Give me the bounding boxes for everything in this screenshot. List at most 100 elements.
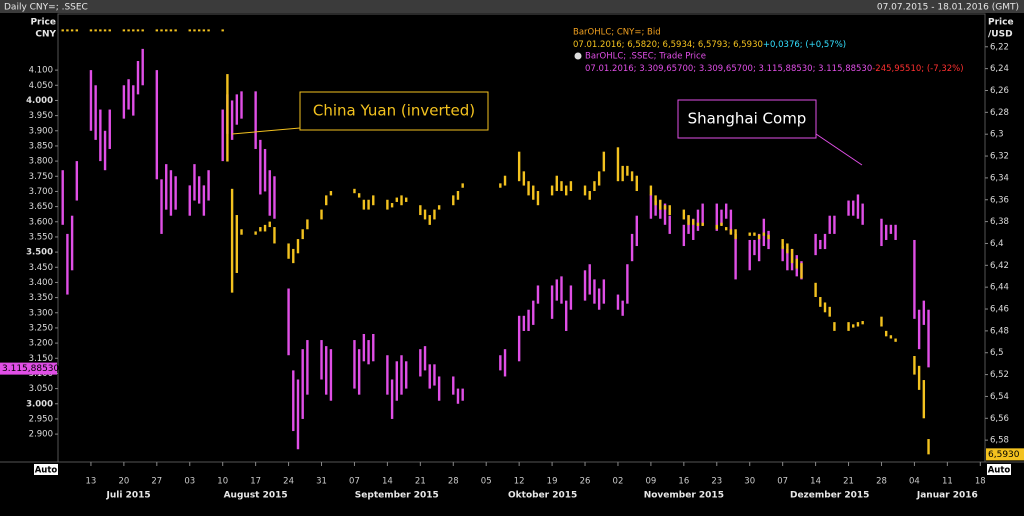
price-bar [602, 279, 606, 304]
y2-tick-label: 6,44 [990, 283, 1009, 293]
price-bar [61, 170, 64, 225]
auto-button[interactable] [987, 464, 1011, 475]
price-bar [419, 205, 422, 216]
y-tick-label: 3.750 [29, 172, 53, 182]
price-bar [99, 29, 102, 32]
y2-tick-label: 6,28 [990, 108, 1009, 118]
price-bar [649, 194, 653, 219]
month-label: Januar 2016 [916, 491, 978, 501]
price-bar [565, 300, 568, 331]
price-bar [847, 200, 850, 216]
price-bar [753, 232, 756, 236]
price-bar [367, 340, 370, 365]
price-bar [263, 148, 267, 192]
price-bar [461, 183, 464, 188]
price-bar [753, 239, 756, 256]
y-tick-label: 4.050 [29, 81, 53, 91]
price-bar [565, 185, 568, 196]
y2-tick-label: 6,54 [990, 392, 1009, 402]
auto-button[interactable] [34, 464, 58, 475]
x-tick-label: 24 [283, 477, 294, 487]
price-bar [362, 334, 366, 362]
y-tick-label: 3.950 [29, 111, 53, 121]
month-label: August 2015 [224, 491, 288, 501]
price-bar [89, 29, 93, 32]
price-bar [362, 199, 366, 210]
price-bar [240, 91, 243, 119]
y2-tick-label: 6,42 [990, 261, 1009, 271]
y2-tick-label: 6,26 [990, 86, 1009, 96]
annotation: Shanghai Comp [688, 110, 807, 128]
price-bar [127, 29, 130, 32]
price-bar [273, 176, 276, 219]
price-bar [197, 176, 201, 204]
x-tick-label: 13 [86, 477, 97, 487]
last-value-label: 3.115,88530 [2, 364, 60, 374]
price-bar [230, 188, 234, 293]
price-bar [654, 200, 657, 216]
y2-tick-label: 6,32 [990, 152, 1009, 162]
price-bar [122, 29, 126, 32]
price-bar [405, 197, 408, 202]
price-bar [569, 181, 573, 192]
price-bar [823, 233, 827, 250]
annotation-box [299, 91, 489, 131]
price-bar [555, 279, 558, 301]
price-bar [701, 203, 704, 225]
auto-label[interactable]: Auto [35, 466, 58, 476]
price-bar [522, 315, 526, 331]
price-bar [292, 248, 295, 264]
y-tick-label: 3.000 [26, 399, 53, 409]
y-tick-label: 3.600 [29, 217, 53, 227]
price-bar [263, 224, 267, 232]
price-bar [532, 300, 535, 325]
month-label: Oktober 2015 [508, 491, 577, 501]
annotation-leader [231, 127, 301, 135]
price-bar [880, 316, 883, 327]
legend-detail: 07.01.2016; 3.309,65700; 3.309,65700; 3.… [585, 64, 964, 74]
price-bar [913, 356, 916, 375]
last-value-box [986, 448, 1024, 461]
x-tick-label: 27 [151, 477, 162, 487]
price-bar [202, 29, 206, 32]
price-bar [692, 218, 695, 240]
annotation-box [677, 99, 817, 139]
price-bar [781, 246, 784, 262]
legend: BarOHLC; CNY=; Bid 07.01.2016; 6,5820; 6… [573, 28, 964, 74]
price-bar [668, 215, 671, 234]
price-bar [433, 209, 436, 220]
y-tick-label: 3.550 [29, 232, 53, 242]
price-bar [659, 199, 662, 210]
y2-tick-label: 6,24 [990, 64, 1009, 74]
price-bar [767, 230, 770, 250]
price-bar [456, 191, 460, 200]
x-tick-label: 21 [415, 477, 426, 487]
price-bar [405, 361, 408, 389]
y2-axis-title: Price [988, 18, 1014, 28]
price-bar [452, 195, 455, 206]
price-bar [616, 294, 620, 310]
y2-tick-label: 6,46 [990, 305, 1009, 315]
price-bar [729, 209, 733, 234]
price-bar [66, 233, 69, 295]
annotation: China Yuan (inverted) [313, 102, 475, 120]
legend-change: -245,95510; (-7,32%) [872, 64, 963, 74]
price-bar [635, 175, 638, 192]
price-bar [193, 29, 196, 32]
y-tick-label: 4.000 [26, 96, 53, 106]
price-bar [306, 340, 309, 395]
price-bar [141, 29, 144, 32]
price-bar [734, 229, 737, 240]
price-bar [682, 209, 686, 220]
price-bar [169, 29, 173, 32]
price-bar [423, 209, 427, 220]
auto-label[interactable]: Auto [988, 466, 1011, 476]
price-bar [390, 203, 394, 208]
price-bar [296, 239, 300, 254]
price-bar [536, 191, 540, 206]
price-bar [306, 219, 309, 230]
price-bar [395, 361, 399, 401]
y-tick-label: 3.450 [29, 263, 53, 273]
price-bar [325, 195, 328, 206]
